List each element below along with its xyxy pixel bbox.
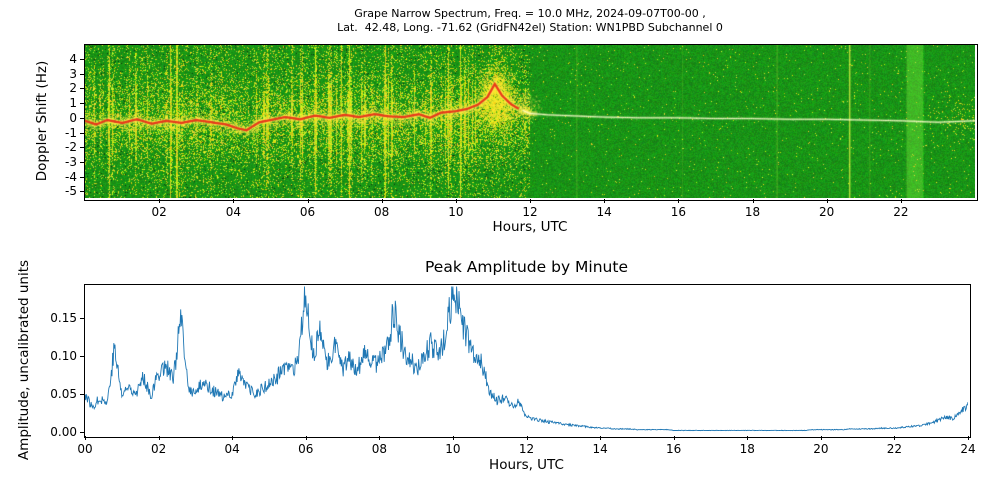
amplitude-x-tickmark: [379, 436, 381, 440]
amplitude-x-tickmark: [747, 436, 749, 440]
spectrogram-x-tick-label: 22: [893, 205, 909, 219]
amplitude-y-tickmark: [80, 317, 84, 319]
amplitude-x-tick-label: 10: [445, 442, 461, 456]
spectrogram-y-tickmark: [80, 73, 84, 75]
spectrogram-y-tick-label: -4: [65, 169, 77, 184]
spectrogram-x-tick-label: 18: [744, 205, 761, 219]
amplitude-x-tick-label: 20: [813, 442, 829, 456]
spectrogram-x-tick-label: 16: [670, 205, 686, 219]
amplitude-y-tickmark: [80, 431, 84, 433]
spectrogram-y-tickmark: [80, 147, 84, 149]
spectrogram-x-tickmark: [678, 199, 680, 203]
spectrogram-x-tick-label: 10: [448, 205, 464, 219]
spectrogram-x-tickmark: [604, 199, 606, 203]
spectrogram-y-tickmark: [80, 88, 84, 90]
amplitude-x-tick-label: 24: [960, 442, 976, 456]
amplitude-x-tick-label: 08: [371, 442, 387, 456]
amplitude-x-tickmark: [232, 436, 234, 440]
amplitude-y-tickmark: [80, 355, 84, 357]
spectrogram-y-tick-label: -2: [65, 140, 77, 155]
spectrogram-y-tickmark: [80, 117, 84, 119]
spectrogram-x-tick-label: 04: [225, 205, 241, 219]
spectrogram-x-tickmark: [307, 199, 309, 203]
amplitude-line: [85, 286, 968, 432]
spectrogram-x-tickmark: [159, 199, 161, 203]
amplitude-x-tick-label: 06: [298, 442, 314, 456]
spectrogram-x-tickmark: [826, 199, 828, 203]
spectrogram-y-tickmark: [80, 176, 84, 178]
spectrogram-x-tickmark: [233, 199, 235, 203]
spectrogram-x-tick-label: 02: [151, 205, 167, 219]
spectrogram-y-tick-label: -1: [65, 125, 77, 140]
spectrogram-y-tickmark: [80, 103, 84, 105]
amplitude-x-tickmark: [600, 436, 602, 440]
amplitude-title: Peak Amplitude by Minute: [425, 258, 628, 276]
amplitude-x-tickmark: [305, 436, 307, 440]
amplitude-x-tick-label: 02: [150, 442, 167, 456]
amplitude-x-tickmark: [894, 436, 896, 440]
amplitude-x-tickmark: [526, 436, 528, 440]
spectrogram-x-tickmark: [900, 199, 902, 203]
amplitude-x-tickmark: [820, 436, 822, 440]
amplitude-x-tick-label: 04: [224, 442, 240, 456]
spectrogram-y-tickmark: [80, 58, 84, 60]
spectrogram-y-tick-label: 3: [69, 66, 77, 81]
spectrogram-xlabel: Hours, UTC: [492, 219, 568, 235]
spectrogram-y-tick-label: 4: [69, 51, 77, 66]
amplitude-y-tick-label: 0.05: [50, 386, 77, 401]
amplitude-x-tickmark: [85, 436, 86, 440]
spectrogram-y-tick-label: -5: [65, 184, 77, 199]
spectrogram-y-tick-label: 1: [69, 96, 77, 111]
spectrogram-x-tickmark: [381, 199, 383, 203]
amplitude-y-tick-label: 0.00: [50, 424, 77, 439]
amplitude-xlabel: Hours, UTC: [489, 457, 564, 473]
amplitude-x-tick-label: 14: [592, 442, 608, 456]
spectrogram-image: [85, 45, 975, 198]
amplitude-x-tickmark: [968, 436, 969, 440]
amplitude-x-tick-label: 18: [739, 442, 755, 456]
amplitude-y-tickmark: [80, 393, 84, 395]
spectrogram-y-tickmark: [80, 191, 84, 193]
amplitude-x-tick-label: 22: [886, 442, 903, 456]
spectrogram-y-tick-label: -3: [65, 154, 77, 169]
amplitude-y-tick-label: 0.10: [50, 348, 77, 363]
spectrogram-y-tickmark: [80, 161, 84, 163]
spectrogram-title-line1: Grape Narrow Spectrum, Freq. = 10.0 MHz,…: [354, 7, 706, 20]
spectrogram-x-tickmark: [455, 199, 457, 203]
spectrogram-x-tick-label: 12: [522, 205, 538, 219]
spectrogram-y-tick-label: 0: [69, 110, 77, 125]
amplitude-x-tick-label: 12: [518, 442, 535, 456]
spectrogram-x-tick-label: 06: [299, 205, 316, 219]
amplitude-x-tickmark: [158, 436, 160, 440]
spectrogram-x-tick-label: 08: [374, 205, 390, 219]
amplitude-x-tickmark: [673, 436, 675, 440]
amplitude-y-tick-label: 0.15: [50, 310, 77, 325]
spectrogram-y-tickmark: [80, 132, 84, 134]
spectrogram-title-line2: Lat. 42.48, Long. -71.62 (GridFN42el) St…: [337, 21, 723, 34]
amplitude-chart: [85, 286, 968, 432]
spectrogram-x-tickmark: [530, 199, 531, 203]
amplitude-x-tick-label: 16: [666, 442, 682, 456]
amplitude-x-tick-label: 00: [77, 442, 93, 456]
spectrogram-y-tick-label: 2: [69, 81, 77, 96]
amplitude-x-tickmark: [452, 436, 454, 440]
spectrogram-x-tickmark: [752, 199, 754, 203]
spectrogram-x-tick-label: 20: [819, 205, 835, 219]
amplitude-ylabel: Amplitude, uncalibrated units: [16, 259, 32, 461]
spectrogram-x-tick-label: 14: [596, 205, 612, 219]
